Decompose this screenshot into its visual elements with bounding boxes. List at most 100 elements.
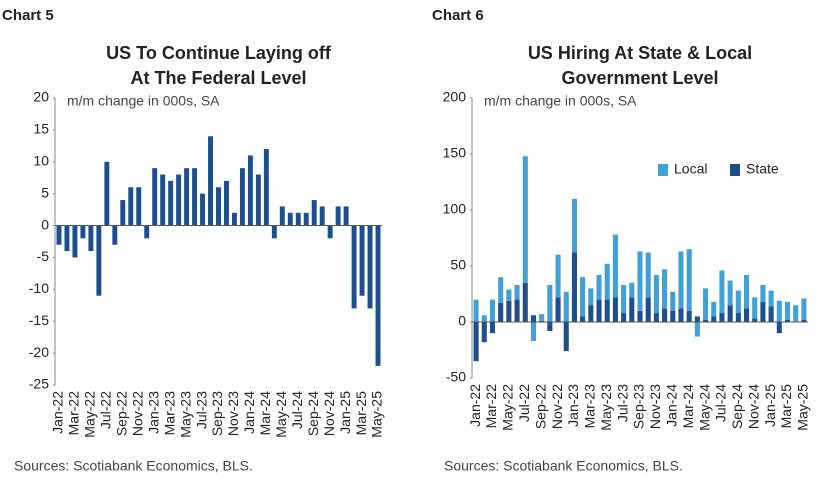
bar-segment <box>670 310 676 322</box>
x-tick-label: May-25 <box>369 391 385 438</box>
chart-label: Chart 6 <box>432 7 484 24</box>
x-tick-label: Nov-23 <box>647 384 663 429</box>
bar <box>343 206 349 226</box>
bar <box>192 168 198 226</box>
x-tick-label: Mar-22 <box>483 384 499 429</box>
bar-segment <box>539 320 545 322</box>
bar-segment <box>735 290 741 314</box>
x-tick-label: May-22 <box>500 384 516 431</box>
x-tick-label: Jan-25 <box>762 384 778 427</box>
bar-segment <box>784 319 791 322</box>
bar-segment <box>719 270 725 314</box>
x-tick-label: May-24 <box>273 391 289 438</box>
bar <box>80 225 86 239</box>
bar-segment <box>784 301 791 320</box>
bar <box>351 225 357 309</box>
bar-segment <box>539 314 545 321</box>
bar <box>128 187 134 226</box>
bar-segment <box>629 297 635 322</box>
chart-title: US To Continue Laying off <box>106 43 332 63</box>
x-tick-label: Jul-24 <box>713 384 729 422</box>
x-tick-label: Nov-24 <box>745 384 761 429</box>
bar-segment <box>752 297 758 319</box>
legend-label: State <box>746 161 779 177</box>
source: Sources: Scotiabank Economics, BLS. <box>14 458 253 474</box>
bar-segment <box>629 282 635 298</box>
x-tick-label: Jul-22 <box>98 391 114 429</box>
bar-segment <box>703 288 709 320</box>
x-tick-label: Nov-24 <box>321 391 337 436</box>
bar-segment <box>670 291 676 311</box>
x-tick-label: Jul-24 <box>289 391 305 429</box>
y-tick-label: 0 <box>458 313 466 329</box>
x-tick-label: Jan-24 <box>241 391 257 434</box>
chart-title: Government Level <box>561 68 718 88</box>
x-tick-label: Mar-25 <box>778 384 794 429</box>
x-tick-label: Sep-23 <box>209 391 225 436</box>
bar <box>96 225 102 296</box>
bar <box>247 155 253 226</box>
bar-segment <box>801 298 807 320</box>
x-tick-label: Nov-22 <box>549 384 565 429</box>
bar-segment <box>514 285 520 300</box>
bar <box>311 200 317 226</box>
bar-segment <box>498 277 504 303</box>
chart-label: Chart 5 <box>2 7 54 24</box>
y-tick-label: 5 <box>41 184 49 200</box>
source: Sources: Scotiabank Economics, BLS. <box>444 458 683 474</box>
x-tick-label: Mar-23 <box>582 384 598 429</box>
y-tick-label: 15 <box>33 121 49 137</box>
bar <box>184 168 190 226</box>
y-tick-label: -5 <box>37 248 50 264</box>
x-tick-label: Mar-25 <box>353 391 369 436</box>
bar-segment <box>489 299 496 322</box>
bar-segment <box>727 280 733 306</box>
bar <box>144 225 150 239</box>
y-tick-label: 100 <box>443 201 467 217</box>
bar-segment <box>776 300 782 322</box>
bar-segment <box>719 313 725 322</box>
y-tick-label: -25 <box>29 376 49 392</box>
bar <box>88 225 94 252</box>
bar-segment <box>530 315 537 322</box>
bar-segment <box>514 299 520 322</box>
bar-segment <box>621 313 627 322</box>
bar-segment <box>711 301 717 317</box>
bar <box>152 168 158 226</box>
y-tick-label: -10 <box>29 280 49 296</box>
bar <box>160 174 166 226</box>
bar <box>168 180 174 226</box>
x-tick-label: Mar-22 <box>66 391 82 436</box>
subtitle: m/m change in 000s, SA <box>484 93 637 109</box>
bar-segment <box>473 299 479 322</box>
bar-segment <box>653 274 659 314</box>
x-tick-label: Jul-23 <box>614 384 630 422</box>
bar-segment <box>645 297 651 322</box>
bar-segment <box>596 299 602 322</box>
x-tick-label: May-23 <box>598 384 614 431</box>
bar <box>303 212 309 226</box>
bar-segment <box>555 297 561 322</box>
bar-segment <box>563 291 569 322</box>
bar <box>56 225 62 245</box>
bar-segment <box>604 299 610 322</box>
bar-segment <box>768 290 774 307</box>
bar <box>136 187 142 226</box>
bar-segment <box>776 322 782 334</box>
bar-segment <box>735 313 741 322</box>
bar-segment <box>571 252 577 322</box>
bar <box>319 206 325 226</box>
bar-segment <box>694 322 700 337</box>
bar-segment <box>588 288 594 306</box>
x-tick-label: May-22 <box>82 391 98 438</box>
bar-segment <box>612 297 618 322</box>
bar-segment <box>752 318 758 322</box>
bar <box>112 225 118 245</box>
y-tick-label: -50 <box>446 369 466 385</box>
x-tick-label: Nov-23 <box>225 391 241 436</box>
bar <box>64 225 70 252</box>
bar-segment <box>678 308 684 322</box>
bar-segment <box>686 249 692 311</box>
bar-segment <box>604 263 610 300</box>
y-tick-label: 20 <box>33 89 49 105</box>
